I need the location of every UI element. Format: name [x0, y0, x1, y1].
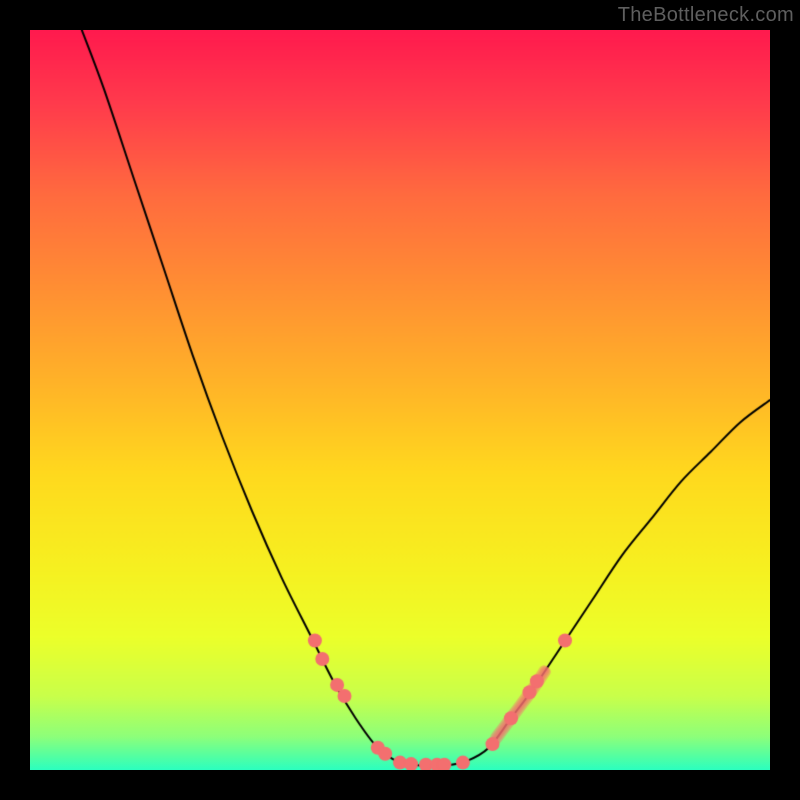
source-watermark: TheBottleneck.com [618, 4, 794, 27]
chart-plot-area [30, 30, 770, 770]
chart-canvas [30, 30, 770, 770]
chart-outer-frame [0, 0, 800, 800]
